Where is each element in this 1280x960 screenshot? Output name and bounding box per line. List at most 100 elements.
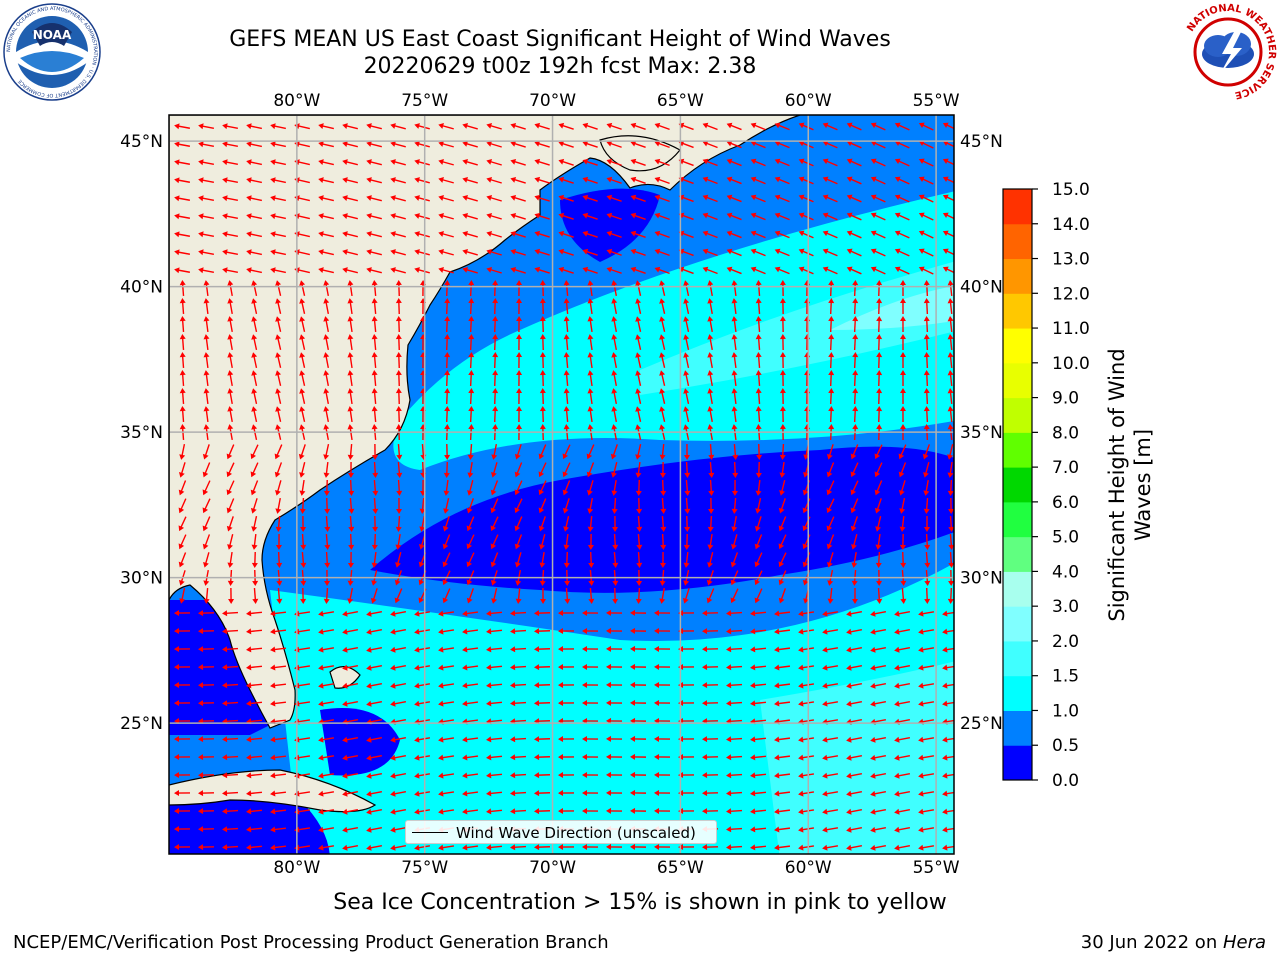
- wave-direction-arrow: [516, 370, 523, 387]
- wave-direction-arrow: [870, 772, 887, 779]
- wave-direction-arrow: [246, 177, 262, 184]
- wave-direction-arrow: [822, 140, 838, 149]
- wave-direction-arrow: [923, 406, 930, 423]
- chart-title: GEFS MEAN US East Coast Significant Heig…: [229, 27, 891, 52]
- wave-direction-arrow: [563, 298, 570, 315]
- wave-direction-arrow: [894, 610, 911, 617]
- wave-direction-arrow: [774, 772, 791, 779]
- wave-direction-arrow: [198, 736, 215, 743]
- wave-direction-arrow: [174, 826, 191, 833]
- wave-direction-arrow: [534, 610, 551, 617]
- wave-direction-arrow: [395, 552, 402, 568]
- wave-direction-arrow: [342, 844, 359, 851]
- wave-direction-arrow: [659, 298, 666, 314]
- wave-direction-arrow: [730, 552, 739, 568]
- wave-direction-arrow: [486, 844, 503, 851]
- wave-direction-arrow: [390, 844, 407, 851]
- wave-direction-arrow: [438, 195, 454, 202]
- wave-direction-arrow: [630, 212, 646, 220]
- wave-direction-arrow: [828, 424, 835, 441]
- wave-direction-arrow: [846, 194, 862, 203]
- wave-direction-arrow: [731, 280, 738, 297]
- land-north-america: [169, 115, 801, 729]
- wave-direction-arrow: [270, 141, 286, 148]
- wave-direction-arrow: [606, 176, 622, 184]
- wave-direction-arrow: [706, 588, 715, 604]
- wave-direction-arrow: [222, 231, 239, 238]
- colorbar-tick-label: 1.0: [1052, 701, 1079, 721]
- wave-direction-arrow: [683, 298, 690, 314]
- wave-direction-arrow: [395, 280, 402, 297]
- lon-label-top: 80°W: [273, 91, 320, 111]
- wave-direction-arrow: [198, 141, 215, 148]
- wave-direction-arrow: [822, 176, 838, 185]
- wave-direction-arrow: [750, 646, 767, 653]
- wave-direction-arrow: [630, 230, 646, 238]
- wave-direction-arrow: [462, 664, 479, 671]
- wave-direction-arrow: [654, 158, 670, 167]
- wave-direction-arrow: [438, 790, 455, 797]
- wave-direction-arrow: [654, 645, 671, 652]
- wave-direction-arrow: [342, 628, 359, 635]
- wave-direction-arrow: [846, 664, 863, 671]
- wave-direction-arrow: [227, 298, 234, 315]
- wave-direction-arrow: [442, 588, 451, 604]
- wave-direction-arrow: [371, 298, 378, 315]
- wave-direction-arrow: [774, 122, 790, 131]
- wave-direction-arrow: [246, 159, 262, 166]
- lat-label-left: 35°N: [120, 423, 163, 443]
- wave-direction-arrow: [514, 444, 522, 460]
- wave-direction-arrow: [462, 736, 479, 743]
- wave-direction-arrow: [630, 194, 646, 202]
- wave-direction-arrow: [270, 646, 287, 653]
- wave-direction-arrow: [174, 844, 191, 851]
- wave-direction-arrow: [774, 682, 791, 689]
- wave-direction-arrow: [923, 497, 930, 514]
- wave-direction-arrow: [510, 212, 526, 220]
- wave-direction-arrow: [683, 388, 690, 404]
- wave-direction-arrow: [731, 388, 738, 405]
- wave-direction-arrow: [558, 808, 575, 815]
- wave-direction-arrow: [774, 212, 790, 221]
- wave-direction-arrow: [318, 790, 335, 797]
- wave-direction-arrow: [726, 808, 743, 815]
- wave-direction-arrow: [444, 424, 451, 441]
- wave-direction-arrow: [822, 628, 839, 635]
- wave-direction-arrow: [462, 159, 478, 166]
- wave-direction-arrow: [492, 352, 499, 369]
- wave-direction-arrow: [918, 122, 934, 131]
- wave-direction-arrow: [923, 334, 930, 351]
- wave-direction-arrow: [654, 140, 670, 149]
- wave-direction-arrow: [366, 123, 382, 130]
- wave-direction-arrow: [276, 587, 283, 604]
- wave-direction-arrow: [250, 462, 259, 478]
- wave-direction-arrow: [486, 790, 503, 797]
- wave-direction-arrow: [828, 352, 835, 369]
- wave-direction-arrow: [324, 533, 331, 550]
- wave-direction-arrow: [462, 610, 479, 617]
- wave-direction-arrow: [558, 646, 575, 653]
- wave-direction-arrow: [462, 267, 478, 274]
- wave-direction-arrow: [227, 316, 234, 333]
- wave-direction-arrow: [198, 177, 215, 184]
- wave-direction-arrow: [227, 370, 234, 387]
- wave-direction-arrow: [918, 212, 934, 221]
- chart-subtitle: 20220629 t00z 192h fcst Max: 2.38: [363, 54, 757, 79]
- wave-direction-arrow: [774, 610, 791, 617]
- wave-direction-arrow: [510, 230, 526, 238]
- wave-direction-arrow: [779, 334, 786, 351]
- footer-credit: NCEP/EMC/Verification Post Processing Pr…: [13, 932, 609, 953]
- wave-direction-arrow: [179, 352, 186, 369]
- wave-direction-arrow: [899, 533, 906, 550]
- wave-direction-arrow: [414, 267, 430, 274]
- wave-direction-arrow: [250, 480, 259, 496]
- wave-direction-arrow: [534, 682, 551, 689]
- wave-band-1.5-2: [640, 261, 954, 395]
- wave-direction-arrow: [659, 551, 666, 568]
- wave-direction-arrow: [534, 140, 550, 148]
- wave-direction-arrow: [462, 628, 479, 635]
- wave-direction-arrow: [826, 480, 835, 496]
- land-andros: [329, 666, 361, 689]
- wave-direction-arrow: [270, 177, 286, 184]
- wave-direction-arrow: [582, 266, 598, 274]
